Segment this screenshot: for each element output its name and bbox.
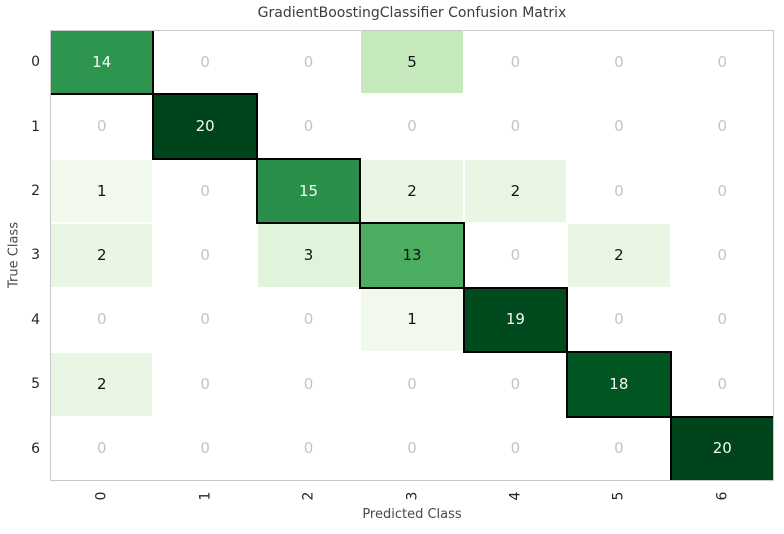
matrix-cell-r4c6: 0: [671, 288, 773, 352]
matrix-cell-r4c4: 19: [464, 288, 567, 352]
y-tick-label-0: 0: [31, 54, 40, 71]
matrix-cell-r3c0: 2: [51, 224, 153, 287]
matrix-cell-r2c2: 15: [257, 159, 360, 223]
matrix-cell-r5c3: 0: [361, 353, 463, 416]
matrix-cell-r4c1: 0: [154, 288, 256, 352]
matrix-cell-r4c0: 0: [51, 288, 153, 352]
matrix-cell-r2c4: 2: [464, 159, 567, 223]
matrix-cell-r1c3: 0: [361, 95, 463, 158]
matrix-cell-r0c1: 0: [154, 31, 256, 94]
matrix-cell-r6c1: 0: [154, 417, 256, 480]
matrix-cell-r2c5: 0: [568, 159, 670, 223]
matrix-cell-r1c1: 20: [154, 95, 256, 158]
matrix-cell-r0c5: 0: [568, 31, 670, 94]
matrix-cell-r5c2: 0: [257, 353, 360, 416]
matrix-cell-r5c1: 0: [154, 353, 256, 416]
matrix-cell-r1c4: 0: [464, 95, 567, 158]
y-tick-label-6: 6: [31, 440, 40, 457]
matrix-cell-r6c2: 0: [257, 417, 360, 480]
matrix-cell-r2c1: 0: [154, 159, 256, 223]
matrix-cell-r1c2: 0: [257, 95, 360, 158]
y-tick-label-2: 2: [31, 183, 40, 200]
x-tick-label-4: 4: [507, 491, 524, 501]
matrix-cell-r2c3: 2: [361, 159, 463, 223]
matrix-cell-r0c4: 0: [464, 31, 567, 94]
matrix-cell-r3c5: 2: [568, 224, 670, 287]
y-axis-ticks: 0 1 2 3 4 5 6: [0, 30, 40, 481]
matrix-cell-r0c6: 0: [671, 31, 773, 94]
matrix-cell-r4c5: 0: [568, 288, 670, 352]
matrix-cell-r3c3: 13: [361, 224, 463, 287]
y-tick-label-5: 5: [31, 376, 40, 393]
matrix-cell-r1c5: 0: [568, 95, 670, 158]
matrix-cell-r5c6: 0: [671, 353, 773, 416]
heatmap-grid: 14 0 0 5 0 0 0 0 20 0 0 0 0 0 1 0 15 2 2 0 0 2 0 3 13 0 2 0 0 0 0 1 19 0 0…: [50, 30, 774, 481]
x-tick-label-2: 2: [300, 491, 317, 501]
matrix-cell-r6c5: 0: [568, 417, 670, 480]
matrix-cell-r3c6: 0: [671, 224, 773, 287]
matrix-cell-r5c5: 18: [568, 353, 670, 416]
matrix-cell-r6c0: 0: [51, 417, 153, 480]
x-tick-label-0: 0: [93, 491, 110, 501]
matrix-cell-r5c4: 0: [464, 353, 567, 416]
matrix-cell-r0c2: 0: [257, 31, 360, 94]
x-tick-label-5: 5: [610, 491, 627, 501]
matrix-cell-r3c4: 0: [464, 224, 567, 287]
matrix-cell-r4c3: 1: [361, 288, 463, 352]
x-tick-label-1: 1: [197, 491, 214, 501]
matrix-cell-r6c6: 20: [671, 417, 773, 480]
x-tick-label-3: 3: [403, 491, 420, 501]
chart-title: GradientBoostingClassifier Confusion Mat…: [257, 5, 567, 21]
matrix-cell-r0c3: 5: [361, 31, 463, 94]
matrix-cell-r5c0: 2: [51, 353, 153, 416]
matrix-cell-r6c3: 0: [361, 417, 463, 480]
x-axis-label: Predicted Class: [362, 507, 462, 522]
y-tick-label-3: 3: [31, 247, 40, 264]
x-axis-ticks: 0 1 2 3 4 5 6: [50, 485, 774, 507]
matrix-cell-r1c6: 0: [671, 95, 773, 158]
y-tick-label-1: 1: [31, 118, 40, 135]
x-tick-label-6: 6: [714, 491, 731, 501]
matrix-cell-r0c0: 14: [51, 31, 153, 94]
matrix-cell-r1c0: 0: [51, 95, 153, 158]
matrix-cell-r3c2: 3: [257, 224, 360, 287]
matrix-cell-r2c6: 0: [671, 159, 773, 223]
matrix-cell-r2c0: 1: [51, 159, 153, 223]
y-tick-label-4: 4: [31, 311, 40, 328]
matrix-cell-r3c1: 0: [154, 224, 256, 287]
matrix-cell-r6c4: 0: [464, 417, 567, 480]
matrix-cell-r4c2: 0: [257, 288, 360, 352]
